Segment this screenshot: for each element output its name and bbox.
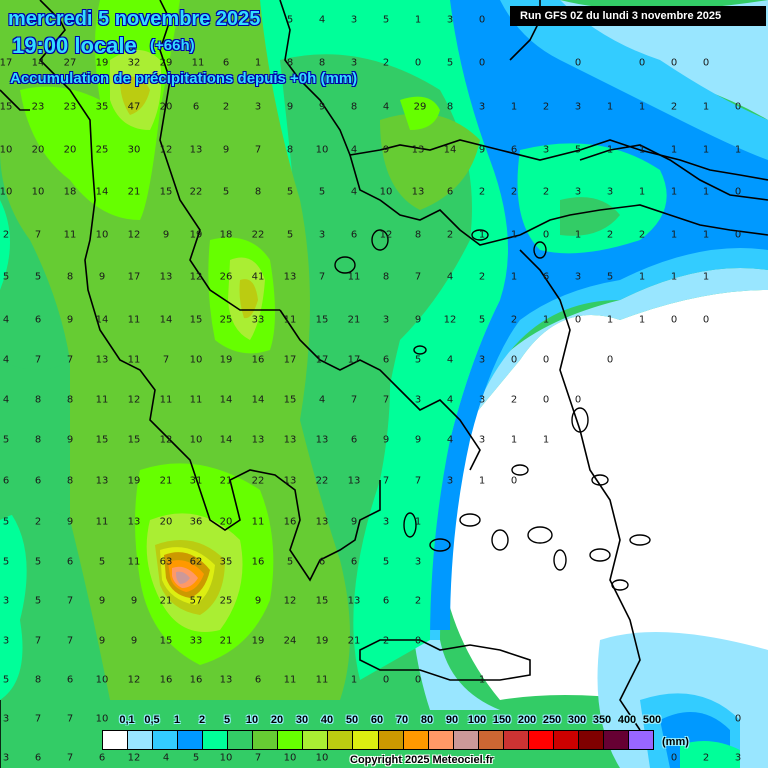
legend-label: 30	[295, 714, 309, 726]
legend-swatch	[353, 731, 379, 749]
legend-label: 100	[467, 714, 487, 726]
legend-swatch	[403, 731, 429, 749]
legend-label: 0,1	[119, 714, 135, 726]
legend-swatch	[378, 731, 404, 749]
legend-label: 300	[567, 714, 587, 726]
legend-label: 10	[245, 714, 259, 726]
legend-swatch	[578, 731, 604, 749]
legend-unit: (mm)	[662, 736, 689, 748]
legend-label: 5	[223, 714, 231, 726]
forecast-step: (+66h)	[150, 37, 195, 54]
legend-swatch	[253, 731, 279, 749]
legend-swatch	[328, 731, 354, 749]
legend-swatch	[503, 731, 529, 749]
legend-swatch	[478, 731, 504, 749]
legend-label: 350	[592, 714, 612, 726]
legend-swatch	[603, 731, 629, 749]
legend-label: 50	[345, 714, 359, 726]
islands	[334, 229, 651, 591]
legend-swatch	[453, 731, 479, 749]
legend-label: 40	[320, 714, 334, 726]
legend-label: 70	[395, 714, 409, 726]
legend-swatch	[553, 731, 579, 749]
legend-swatch	[203, 731, 229, 749]
legend-label: 90	[445, 714, 459, 726]
legend-swatch	[528, 731, 554, 749]
legend-label: 200	[517, 714, 537, 726]
legend-swatch	[178, 731, 204, 749]
legend-label: 400	[617, 714, 637, 726]
legend-swatch	[103, 731, 129, 749]
legend-swatch	[278, 731, 304, 749]
color-legend: 0,1 0,5 1 2 5 10 20 30 40 50 60 70 80 90 100 150 200 250 3…	[102, 714, 689, 750]
legend-swatch	[153, 731, 179, 749]
legend-label: 0,5	[144, 714, 160, 726]
legend-swatch	[628, 731, 654, 749]
legend-label: 20	[270, 714, 284, 726]
legend-label: 500	[642, 714, 662, 726]
legend-label: 250	[542, 714, 562, 726]
model-run-label: Run GFS 0Z du lundi 3 novembre 2025	[510, 6, 766, 26]
legend-label: 150	[492, 714, 512, 726]
forecast-time: 19:00 locale	[12, 33, 137, 58]
legend-label: 60	[370, 714, 384, 726]
copyright-notice: Copyright 2025 Meteociel.fr	[350, 754, 494, 766]
legend-color-bar	[102, 730, 654, 750]
legend-swatch	[428, 731, 454, 749]
legend-swatch	[303, 731, 329, 749]
legend-swatch	[228, 731, 254, 749]
legend-label: 2	[198, 714, 206, 726]
forecast-date: mercredi 5 novembre 2025	[8, 8, 261, 30]
legend-labels: 0,1 0,5 1 2 5 10 20 30 40 50 60 70 80 90 100 150 200 250 3…	[102, 714, 662, 728]
map-subtitle: Accumulation de précipitations depuis +0…	[10, 70, 358, 87]
legend-label: 1	[173, 714, 181, 726]
legend-swatch	[128, 731, 154, 749]
legend-label: 80	[420, 714, 434, 726]
